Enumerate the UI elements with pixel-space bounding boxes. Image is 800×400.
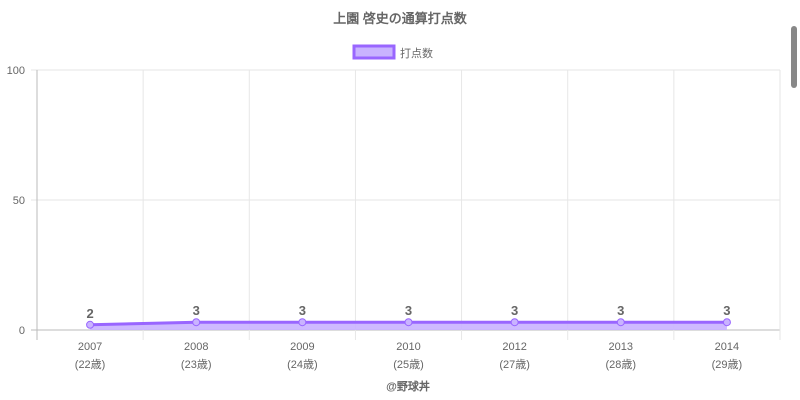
- x-tick-label: 2009: [290, 341, 314, 353]
- x-tick-label: 2010: [396, 341, 420, 353]
- data-label: 3: [299, 303, 306, 318]
- data-label: 3: [405, 303, 412, 318]
- x-tick-sublabel: (25歳): [393, 358, 424, 371]
- data-label: 2: [86, 306, 93, 321]
- legend-label: 打点数: [400, 46, 433, 60]
- x-tick-label: 2013: [609, 341, 633, 353]
- data-point: [86, 320, 95, 329]
- x-tick-sublabel: (24歳): [287, 358, 318, 371]
- data-label: 3: [723, 303, 730, 318]
- x-tick-label: 2012: [502, 341, 526, 353]
- scrollbar[interactable]: [791, 26, 797, 88]
- data-point: [616, 318, 625, 327]
- x-tick-label: 2014: [715, 341, 739, 353]
- x-tick-sublabel: (22歳): [75, 358, 106, 371]
- data-point: [722, 318, 731, 327]
- data-label: 3: [617, 303, 624, 318]
- x-tick-sublabel: (29歳): [712, 358, 743, 371]
- x-tick-label: 2007: [78, 341, 102, 353]
- x-tick-sublabel: (27歳): [499, 358, 530, 371]
- data-label: 3: [193, 303, 200, 318]
- data-point: [404, 318, 413, 327]
- data-point: [192, 318, 201, 327]
- data-point: [510, 318, 519, 327]
- footer-credit: @野球丼: [386, 379, 430, 393]
- y-tick-label: 0: [19, 325, 25, 337]
- x-tick-sublabel: (23歳): [181, 358, 212, 371]
- legend[interactable]: 打点数: [352, 44, 433, 60]
- chart-title: 上園 啓史の通算打点数: [333, 11, 468, 26]
- y-tick-label: 50: [13, 195, 25, 207]
- x-tick-sublabel: (28歳): [606, 358, 637, 371]
- data-point: [298, 318, 307, 327]
- y-tick-label: 100: [7, 65, 25, 77]
- x-tick-label: 2008: [184, 341, 208, 353]
- data-label: 3: [511, 303, 518, 318]
- legend-swatch: [352, 44, 396, 60]
